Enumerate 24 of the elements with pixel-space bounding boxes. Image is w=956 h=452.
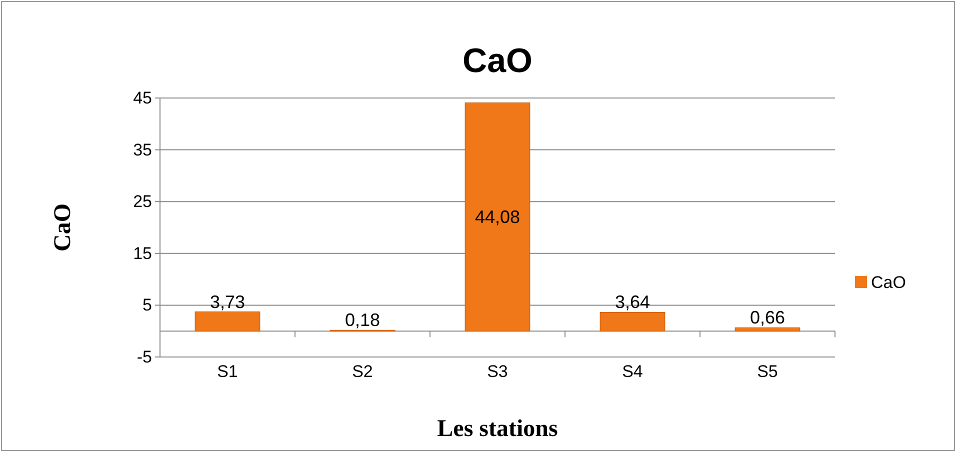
bar — [600, 312, 666, 332]
y-tick-label: 35 — [133, 140, 152, 160]
y-tick-label: -5 — [136, 347, 152, 366]
bar — [734, 327, 800, 332]
x-tick-label: S3 — [487, 362, 508, 381]
y-tick-label: 45 — [133, 88, 152, 108]
x-tick-label: S5 — [757, 362, 778, 381]
y-tick-label: 5 — [142, 296, 152, 315]
bar — [194, 312, 260, 332]
x-tick-label: S2 — [352, 362, 373, 381]
y-axis-title: CaO — [50, 204, 76, 252]
chart-title: CaO — [462, 42, 532, 80]
data-label: 0,18 — [344, 310, 380, 330]
legend-label: CaO — [871, 273, 906, 292]
x-axis-title: Les stations — [437, 416, 558, 442]
data-label: 3,64 — [614, 292, 650, 312]
x-tick-label: S1 — [217, 362, 238, 381]
y-tick-label: 15 — [133, 244, 152, 263]
x-tick-label: S4 — [622, 362, 643, 381]
data-label: 3,73 — [210, 292, 246, 312]
data-label: 0,66 — [750, 308, 786, 328]
data-label: 44,08 — [474, 206, 520, 227]
y-tick-label: 25 — [133, 192, 152, 212]
bar — [464, 102, 530, 332]
